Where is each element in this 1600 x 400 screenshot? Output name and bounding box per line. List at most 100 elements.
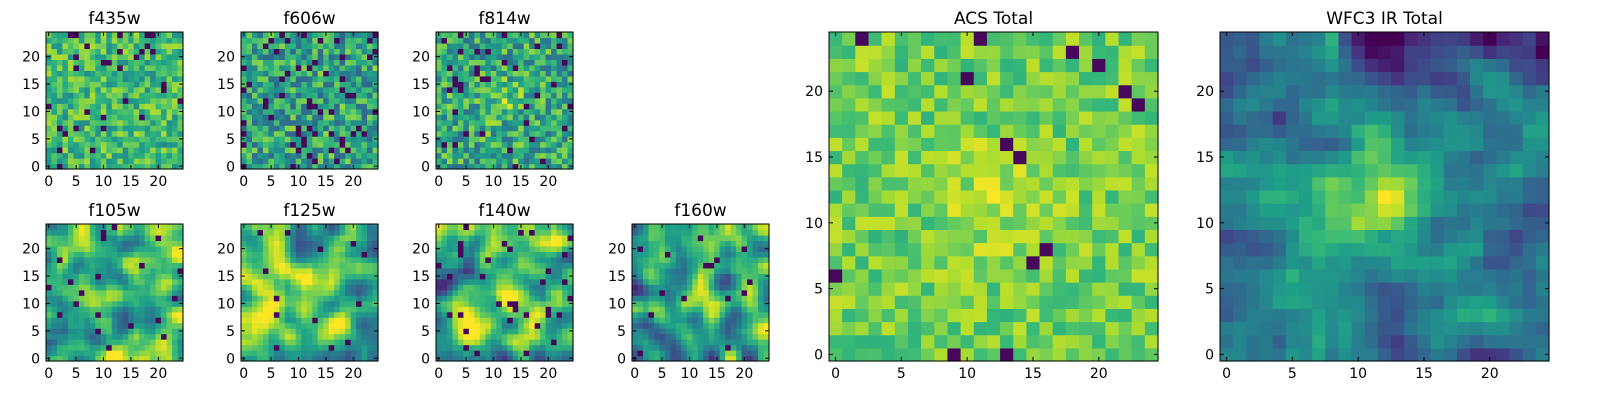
heatmap-cell	[1092, 189, 1106, 204]
heatmap-cell	[51, 322, 58, 329]
heatmap-cell	[262, 152, 269, 159]
heatmap-cell	[323, 306, 330, 313]
heatmap-cell	[78, 114, 85, 121]
heatmap-cell	[150, 130, 157, 137]
heatmap-cell	[708, 251, 715, 258]
heatmap-cell	[659, 284, 666, 291]
heatmap-cell	[246, 103, 253, 110]
heatmap-cell	[567, 86, 574, 93]
heatmap-cell	[161, 234, 168, 242]
y-tick-label: 15	[22, 77, 40, 93]
heatmap-cell	[436, 306, 443, 313]
heatmap-cell	[177, 42, 184, 50]
heatmap-cell	[78, 59, 85, 66]
heatmap-cell	[317, 311, 324, 318]
heatmap-cell	[763, 322, 770, 329]
heatmap-cell	[89, 306, 96, 313]
heatmap-cell	[719, 339, 726, 346]
heatmap-cell	[523, 108, 530, 115]
heatmap-cell	[692, 229, 699, 236]
heatmap-cell	[345, 37, 352, 44]
heatmap-cell	[518, 64, 525, 71]
heatmap-cell	[295, 136, 302, 143]
heatmap-cell	[894, 150, 909, 165]
heatmap-cell	[177, 75, 184, 82]
heatmap-cell	[62, 262, 69, 269]
heatmap-cell	[339, 32, 346, 39]
heatmap-cell	[172, 42, 179, 50]
heatmap-cell	[111, 262, 118, 269]
heatmap-cell	[89, 262, 96, 269]
heatmap-cell	[133, 97, 140, 104]
heatmap-cell	[301, 119, 308, 126]
heatmap-cell	[334, 92, 341, 99]
heatmap-cell	[257, 130, 264, 137]
heatmap-cell	[479, 86, 486, 93]
heatmap-cell	[328, 136, 335, 143]
heatmap-cell	[56, 130, 64, 137]
heatmap-cell	[122, 152, 129, 159]
heatmap-cell	[306, 64, 313, 71]
x-tick-label: 20	[344, 174, 362, 190]
heatmap-cell	[529, 355, 536, 362]
heatmap-cell	[95, 75, 102, 82]
heatmap-cell	[567, 224, 574, 231]
heatmap-cell	[84, 289, 91, 296]
x-tick-label: 5	[72, 174, 81, 190]
heatmap-cell	[345, 86, 352, 93]
heatmap-cell	[648, 267, 655, 274]
heatmap-cell	[714, 311, 721, 318]
heatmap-cell	[474, 152, 481, 159]
heatmap-cell	[463, 245, 470, 252]
heatmap-cell	[100, 240, 107, 247]
heatmap-cell	[653, 339, 660, 346]
heatmap-cell	[155, 300, 162, 307]
heatmap-cell	[829, 229, 843, 244]
heatmap-cell	[479, 75, 486, 82]
heatmap-cell	[95, 355, 102, 362]
heatmap-cell	[166, 70, 173, 77]
heatmap-cell	[172, 240, 179, 247]
heatmap-cell	[161, 245, 168, 252]
heatmap-cell	[257, 64, 264, 71]
heatmap-cell	[144, 163, 151, 170]
heatmap-cell	[545, 114, 552, 121]
heatmap-cell	[551, 245, 558, 252]
heatmap-cell	[84, 333, 91, 340]
heatmap-cell	[730, 339, 737, 346]
heatmap-cell	[100, 322, 107, 329]
heatmap-cell	[457, 344, 464, 351]
heatmap-cell	[496, 119, 503, 126]
heatmap-cell	[361, 114, 368, 121]
heatmap-cell	[323, 300, 330, 307]
heatmap-cell	[468, 355, 475, 362]
heatmap-cell	[741, 278, 748, 285]
heatmap-cell	[177, 339, 184, 346]
heatmap-cell	[540, 81, 547, 88]
heatmap-cell	[78, 234, 85, 242]
heatmap-cell	[268, 317, 275, 324]
heatmap-cell	[356, 103, 363, 110]
heatmap-cell	[496, 53, 503, 60]
heatmap-cell	[512, 125, 519, 132]
heatmap-cell	[681, 284, 688, 291]
heatmap-cell	[339, 136, 346, 143]
heatmap-cell	[328, 333, 335, 340]
heatmap-cell	[106, 311, 113, 318]
heatmap-cell	[139, 114, 146, 121]
heatmap-cell	[446, 333, 454, 340]
heatmap-cell	[529, 119, 536, 126]
heatmap-cell	[697, 306, 704, 313]
heatmap-cell	[361, 92, 368, 99]
heatmap-cell	[960, 347, 975, 362]
heatmap-cell	[441, 278, 448, 285]
panel-title: f105w	[88, 201, 140, 221]
heatmap-cell	[523, 70, 530, 77]
heatmap-cell	[328, 103, 335, 110]
heatmap-cell	[268, 267, 275, 274]
heatmap-cell	[295, 251, 302, 258]
heatmap-cell	[251, 81, 259, 88]
heatmap-cell	[1013, 150, 1027, 165]
heatmap-cell	[62, 92, 69, 99]
heatmap-cell	[150, 322, 157, 329]
